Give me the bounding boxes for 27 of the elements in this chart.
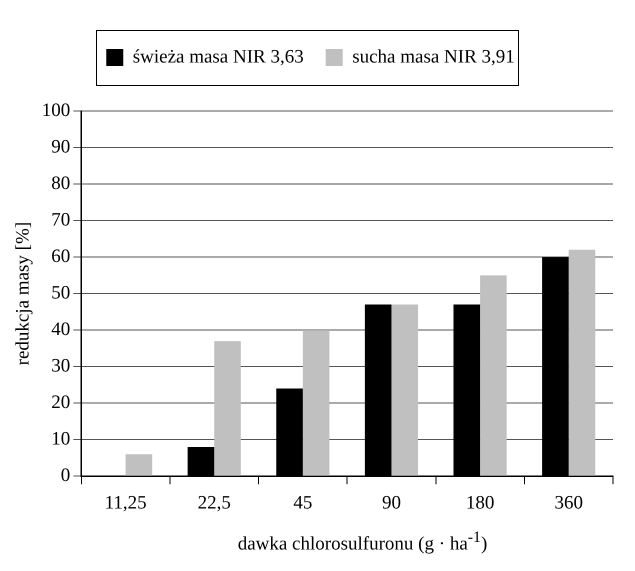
bar: [214, 341, 241, 476]
bar: [568, 250, 596, 476]
y-tick-label: 80: [51, 173, 70, 194]
y-tick-label: 0: [60, 465, 70, 486]
bar: [126, 454, 152, 476]
x-tick-label: 45: [293, 492, 312, 514]
x-axis-title: dawka chlorosulfuronu (g · ha$^{-1}$): [236, 529, 488, 556]
y-axis-title: redukcja masy [%]: [12, 222, 34, 366]
y-tick-label: 70: [51, 210, 70, 231]
y-tick-label: 30: [51, 356, 70, 377]
y-tick-label: 40: [51, 319, 70, 340]
x-tick-label: 360: [554, 492, 583, 514]
bar: [391, 304, 418, 476]
legend-label: sucha masa NIR 3,91: [352, 46, 515, 68]
x-tick-label: 11,25: [104, 492, 147, 514]
y-tick-label: 10: [51, 428, 70, 450]
bar: [302, 330, 330, 476]
legend-label: świeża masa NIR 3,63: [132, 46, 304, 68]
y-tick-label: 90: [51, 136, 70, 158]
x-tick-label: 22,5: [198, 492, 231, 514]
x-tick-label: 90: [382, 492, 401, 514]
y-tick-label: 60: [51, 246, 70, 268]
x-tick-label: 180: [466, 492, 494, 514]
y-tick-label: 100: [42, 100, 70, 121]
bar: [480, 275, 507, 476]
y-tick-label: 20: [51, 392, 70, 414]
y-tick-label: 50: [51, 282, 70, 304]
